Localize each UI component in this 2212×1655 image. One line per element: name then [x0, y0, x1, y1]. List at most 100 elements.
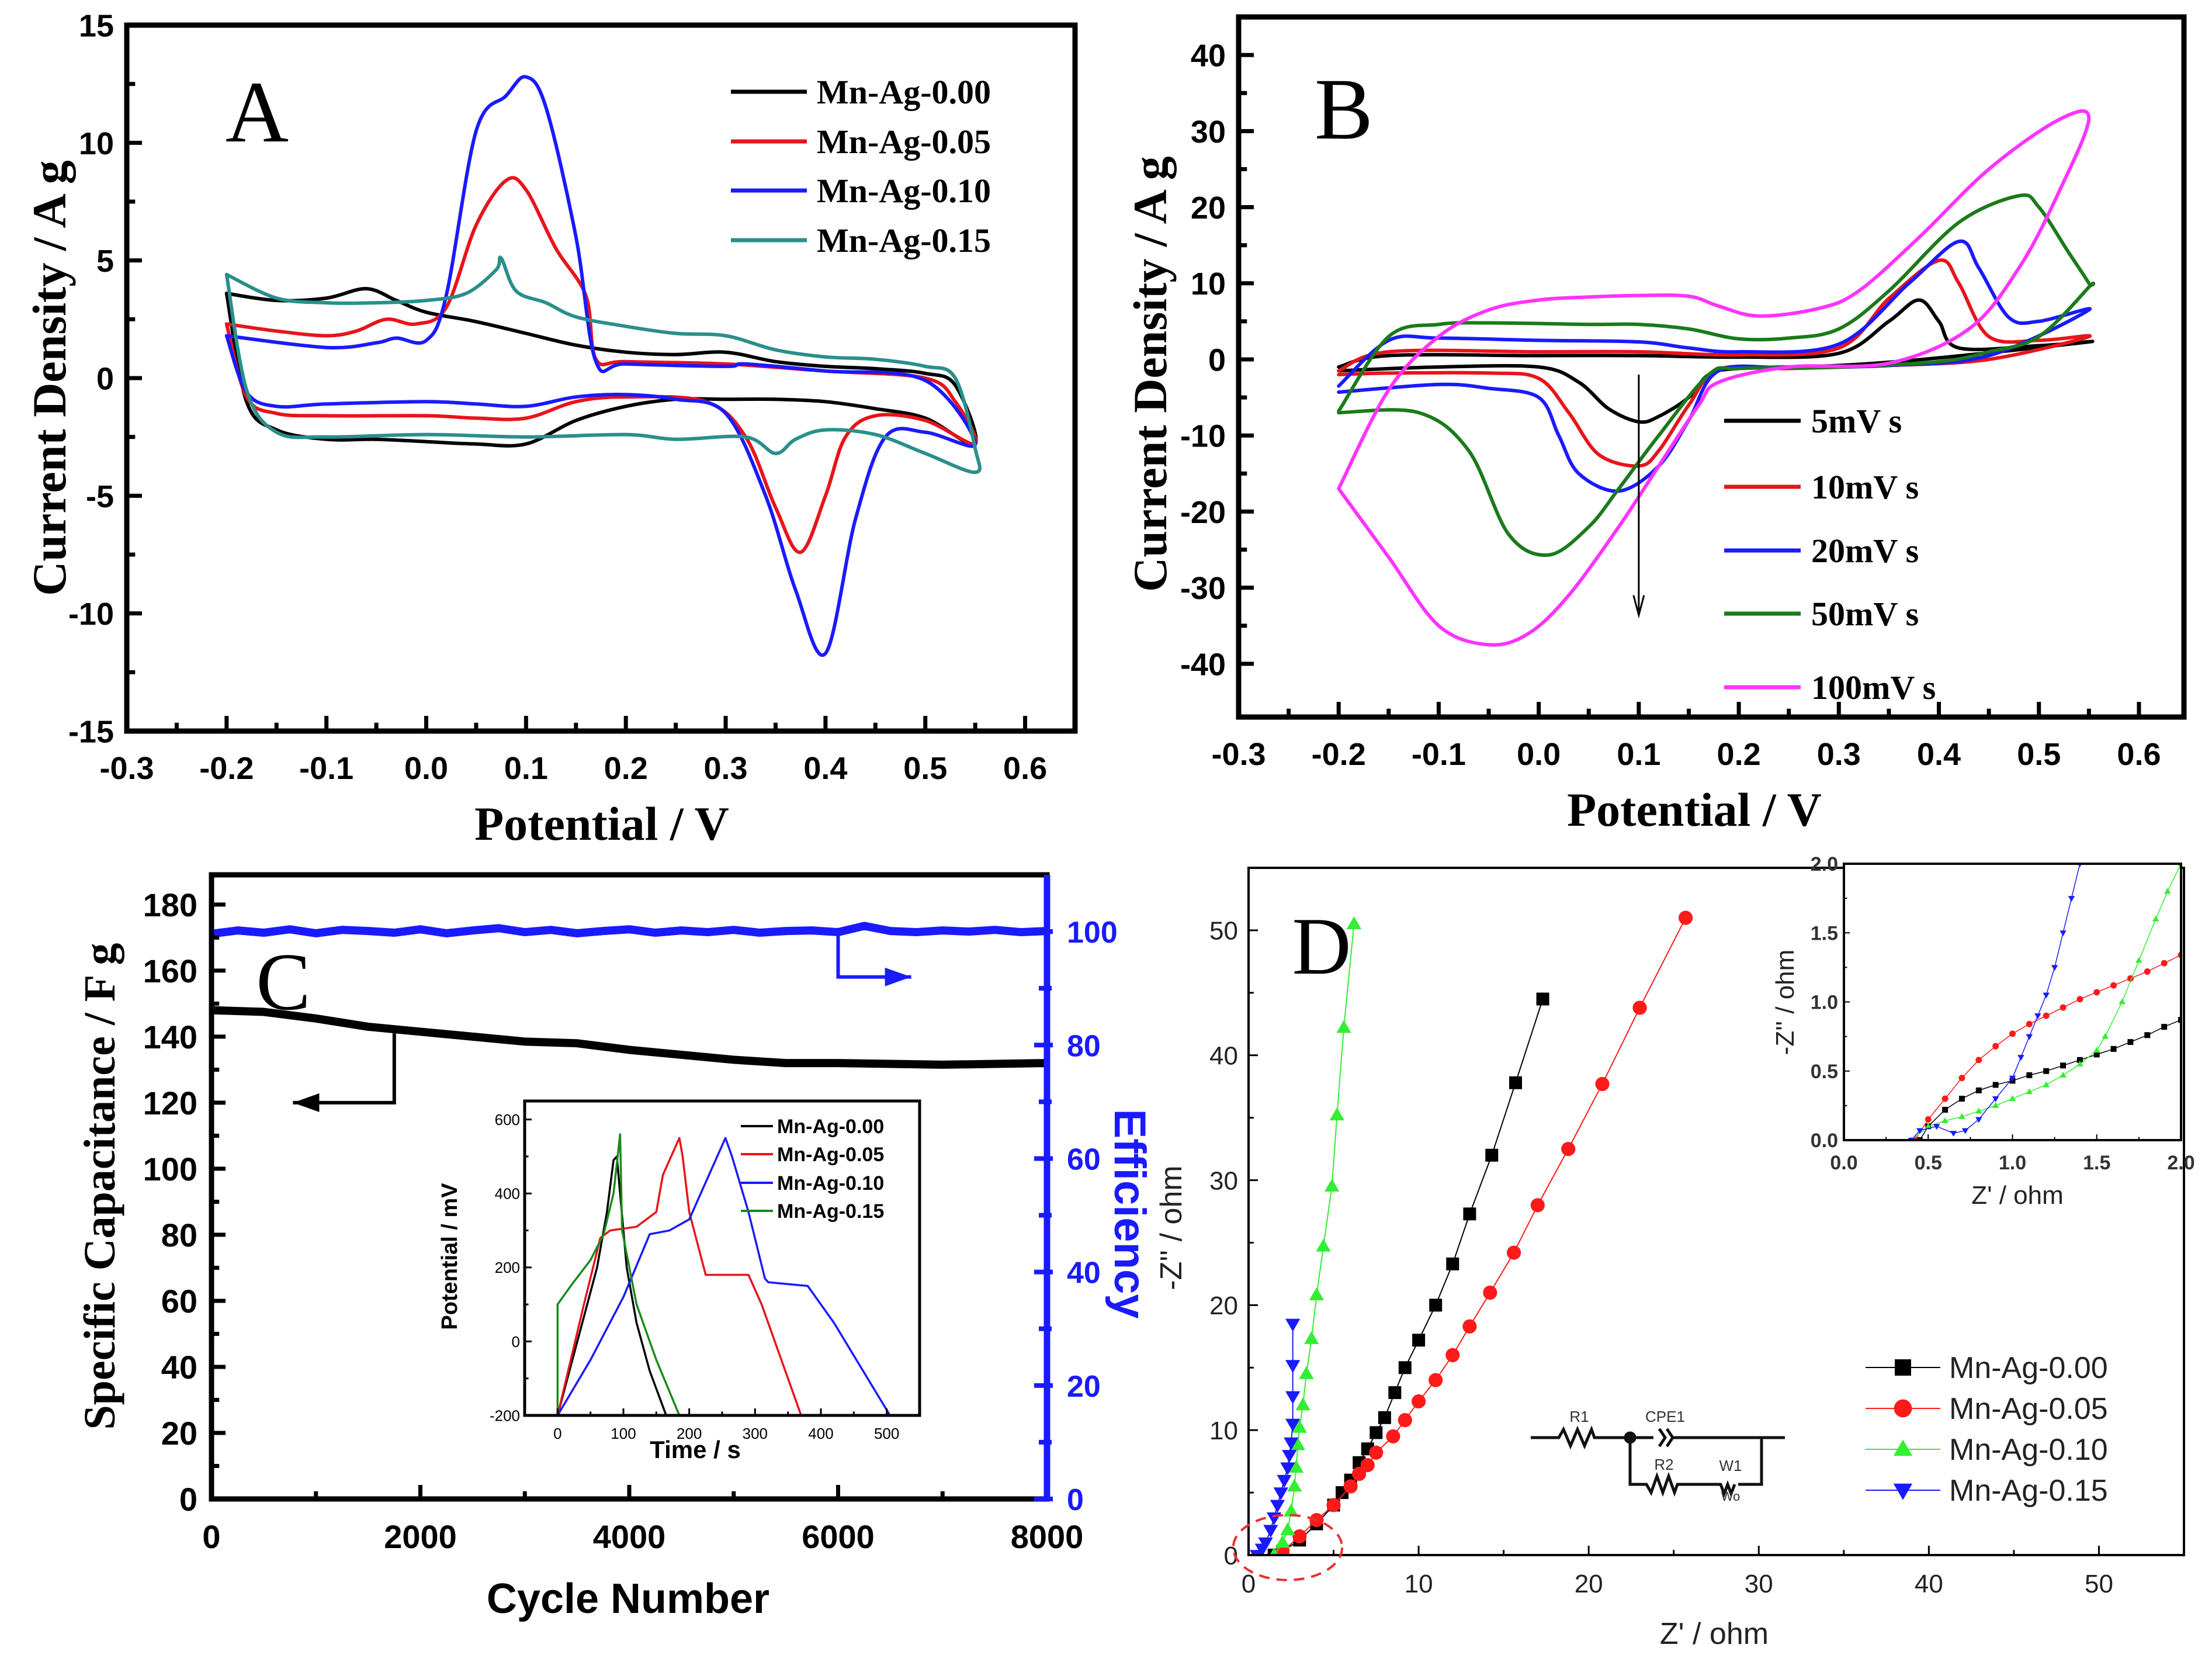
x-tick-label: 6000 — [802, 1518, 875, 1555]
series-s3-point — [2034, 1013, 2041, 1020]
legend-marker — [1893, 1439, 1913, 1456]
y-tick-label: 20 — [1209, 1292, 1238, 1320]
series-s0-point — [2178, 1017, 2181, 1023]
series-mn-ag-0-05-point — [1398, 1412, 1412, 1428]
series-mn-ag-0-10-point — [1346, 916, 1362, 930]
series-s1-point — [2144, 968, 2151, 975]
x-tick-label: 0.3 — [1817, 737, 1861, 772]
y-axis-title: Current Density / A g — [1124, 156, 1177, 592]
series-s3-point — [1933, 1124, 1940, 1130]
series-mn-ag-0-05-point — [1369, 1445, 1384, 1460]
series-s1-point — [2110, 982, 2117, 989]
series-mn-ag-0-15-line — [224, 255, 982, 475]
x-tick-label: 0 — [202, 1518, 220, 1555]
x-tick-label: 300 — [743, 1425, 768, 1442]
series-mn-ag-0-15-point — [1277, 1474, 1292, 1488]
series-s0-point — [2093, 1051, 2100, 1058]
series-s3-point — [2051, 965, 2058, 971]
x-tick-label: 1.5 — [2083, 1152, 2110, 1174]
series-mn-ag-0-05-point — [1360, 1457, 1375, 1473]
series-s0-point — [1975, 1087, 1982, 1093]
series-mn-ag-0-15-point — [1280, 1462, 1295, 1476]
series-s2-point — [2009, 1095, 2016, 1102]
series-mn-ag-0-10-point — [1336, 1020, 1351, 1033]
series-group — [224, 75, 982, 657]
series-s0-point — [2161, 1024, 2168, 1030]
series-s3-point — [1975, 1117, 1982, 1123]
circuit-node — [1624, 1431, 1637, 1444]
legend-marker — [1894, 1399, 1912, 1418]
x-tick-label: 0.3 — [704, 751, 748, 786]
series-s1-point — [2026, 1020, 2033, 1027]
y-tick-label: 60 — [161, 1283, 197, 1320]
right-axis-arrow-head — [885, 967, 911, 986]
series-100mv-s-line — [1337, 109, 2091, 647]
series-mn-ag-0-05-point — [1445, 1348, 1460, 1362]
x-axis-title: Z' / ohm — [1660, 1617, 1769, 1651]
series-s0-point — [2076, 1057, 2083, 1063]
legend-label: 50mV s — [1811, 595, 1919, 633]
x-tick-label: 0.4 — [803, 751, 847, 786]
series-s2-point — [2060, 1071, 2067, 1078]
series-mn-ag-0-15-point — [1285, 1318, 1301, 1332]
x-tick-label: 0.0 — [404, 751, 448, 786]
y-tick-label: 100 — [143, 1151, 197, 1187]
y-axis-title: Current Density / A g — [23, 160, 76, 596]
series-s2-point — [1925, 1123, 1932, 1129]
inset-legend-label: Mn-Ag-0.15 — [777, 1200, 884, 1223]
series-mn-ag-0-05-point — [1530, 1198, 1545, 1213]
series-s2-point — [1975, 1107, 1982, 1114]
series-s0-point — [2127, 1039, 2134, 1045]
inset-legend-label: Mn-Ag-0.05 — [777, 1144, 884, 1166]
y-tick-label: 400 — [495, 1185, 520, 1203]
series-s2-point — [2043, 1081, 2050, 1088]
y-tick-label: -20 — [1180, 495, 1226, 530]
series-s0-point — [2043, 1068, 2050, 1074]
series-s1-point — [2093, 989, 2100, 996]
y-tick-label: 200 — [495, 1259, 520, 1276]
plot-area-background — [1844, 864, 2181, 1140]
series-mn-ag-0-10-point — [1292, 1419, 1307, 1433]
x-tick-label: 0.1 — [1617, 737, 1660, 772]
series-mn-ag-0-15-point — [1285, 1391, 1301, 1404]
y-tick-label: 0 — [96, 361, 114, 396]
y-tick-label: 1.0 — [1811, 992, 1838, 1014]
legend-label: Mn-Ag-0.10 — [817, 172, 991, 210]
inset-y-axis-title: -Z'' / ohm — [1771, 950, 1800, 1055]
series-mn-ag-0-10-point — [1287, 1479, 1302, 1492]
x-tick-label: -0.3 — [99, 751, 154, 786]
series-5mv-s-line — [1337, 298, 2095, 424]
legend-label: Mn-Ag-0.15 — [817, 221, 991, 259]
y-tick-label: 120 — [143, 1085, 197, 1121]
series-mn-ag-0-00-point — [1429, 1299, 1443, 1312]
series-mn-ag-0-00-point — [1485, 1148, 1499, 1162]
series-s0-point — [2060, 1062, 2067, 1069]
series-mn-ag-0-00-point — [1463, 1207, 1476, 1221]
series-s2-line — [1911, 864, 2181, 1140]
series-mn-ag-0-10-point — [1275, 1535, 1290, 1548]
inset-x-axis-title: Z' / ohm — [1971, 1181, 2064, 1210]
series-mn-ag-0-15-line — [556, 1133, 681, 1415]
y-tick-label: 0.5 — [1811, 1061, 1838, 1083]
series-s0-point — [2026, 1072, 2033, 1078]
legend-label: 20mV s — [1811, 532, 1919, 570]
series-mn-ag-0-15-point — [1270, 1500, 1285, 1513]
y-tick-label: 10 — [1191, 266, 1226, 302]
series-group — [1337, 109, 2096, 647]
series-mn-ag-0-10-point — [1316, 1238, 1331, 1252]
x-tick-label: 20 — [1575, 1570, 1603, 1598]
x-tick-label: 50 — [2085, 1570, 2113, 1598]
series-s3-point — [1916, 1128, 1923, 1134]
y-tick-label: 0.0 — [1811, 1130, 1838, 1152]
y-tick-label: -40 — [1180, 647, 1226, 682]
series-mn-ag-0-00-point — [1509, 1076, 1523, 1089]
left-axis-arrow — [293, 1033, 396, 1105]
right-axis-tick-label: 20 — [1067, 1370, 1101, 1404]
legend-label: Mn-Ag-0.15 — [1949, 1474, 2108, 1508]
series-mn-ag-0-00-point — [1412, 1334, 1426, 1347]
series-mn-ag-0-05-point — [1507, 1245, 1521, 1260]
series-mn-ag-0-15-point — [1285, 1360, 1301, 1373]
series-mn-ag-0-00-point — [1378, 1411, 1391, 1424]
y-tick-label: -30 — [1180, 571, 1226, 606]
